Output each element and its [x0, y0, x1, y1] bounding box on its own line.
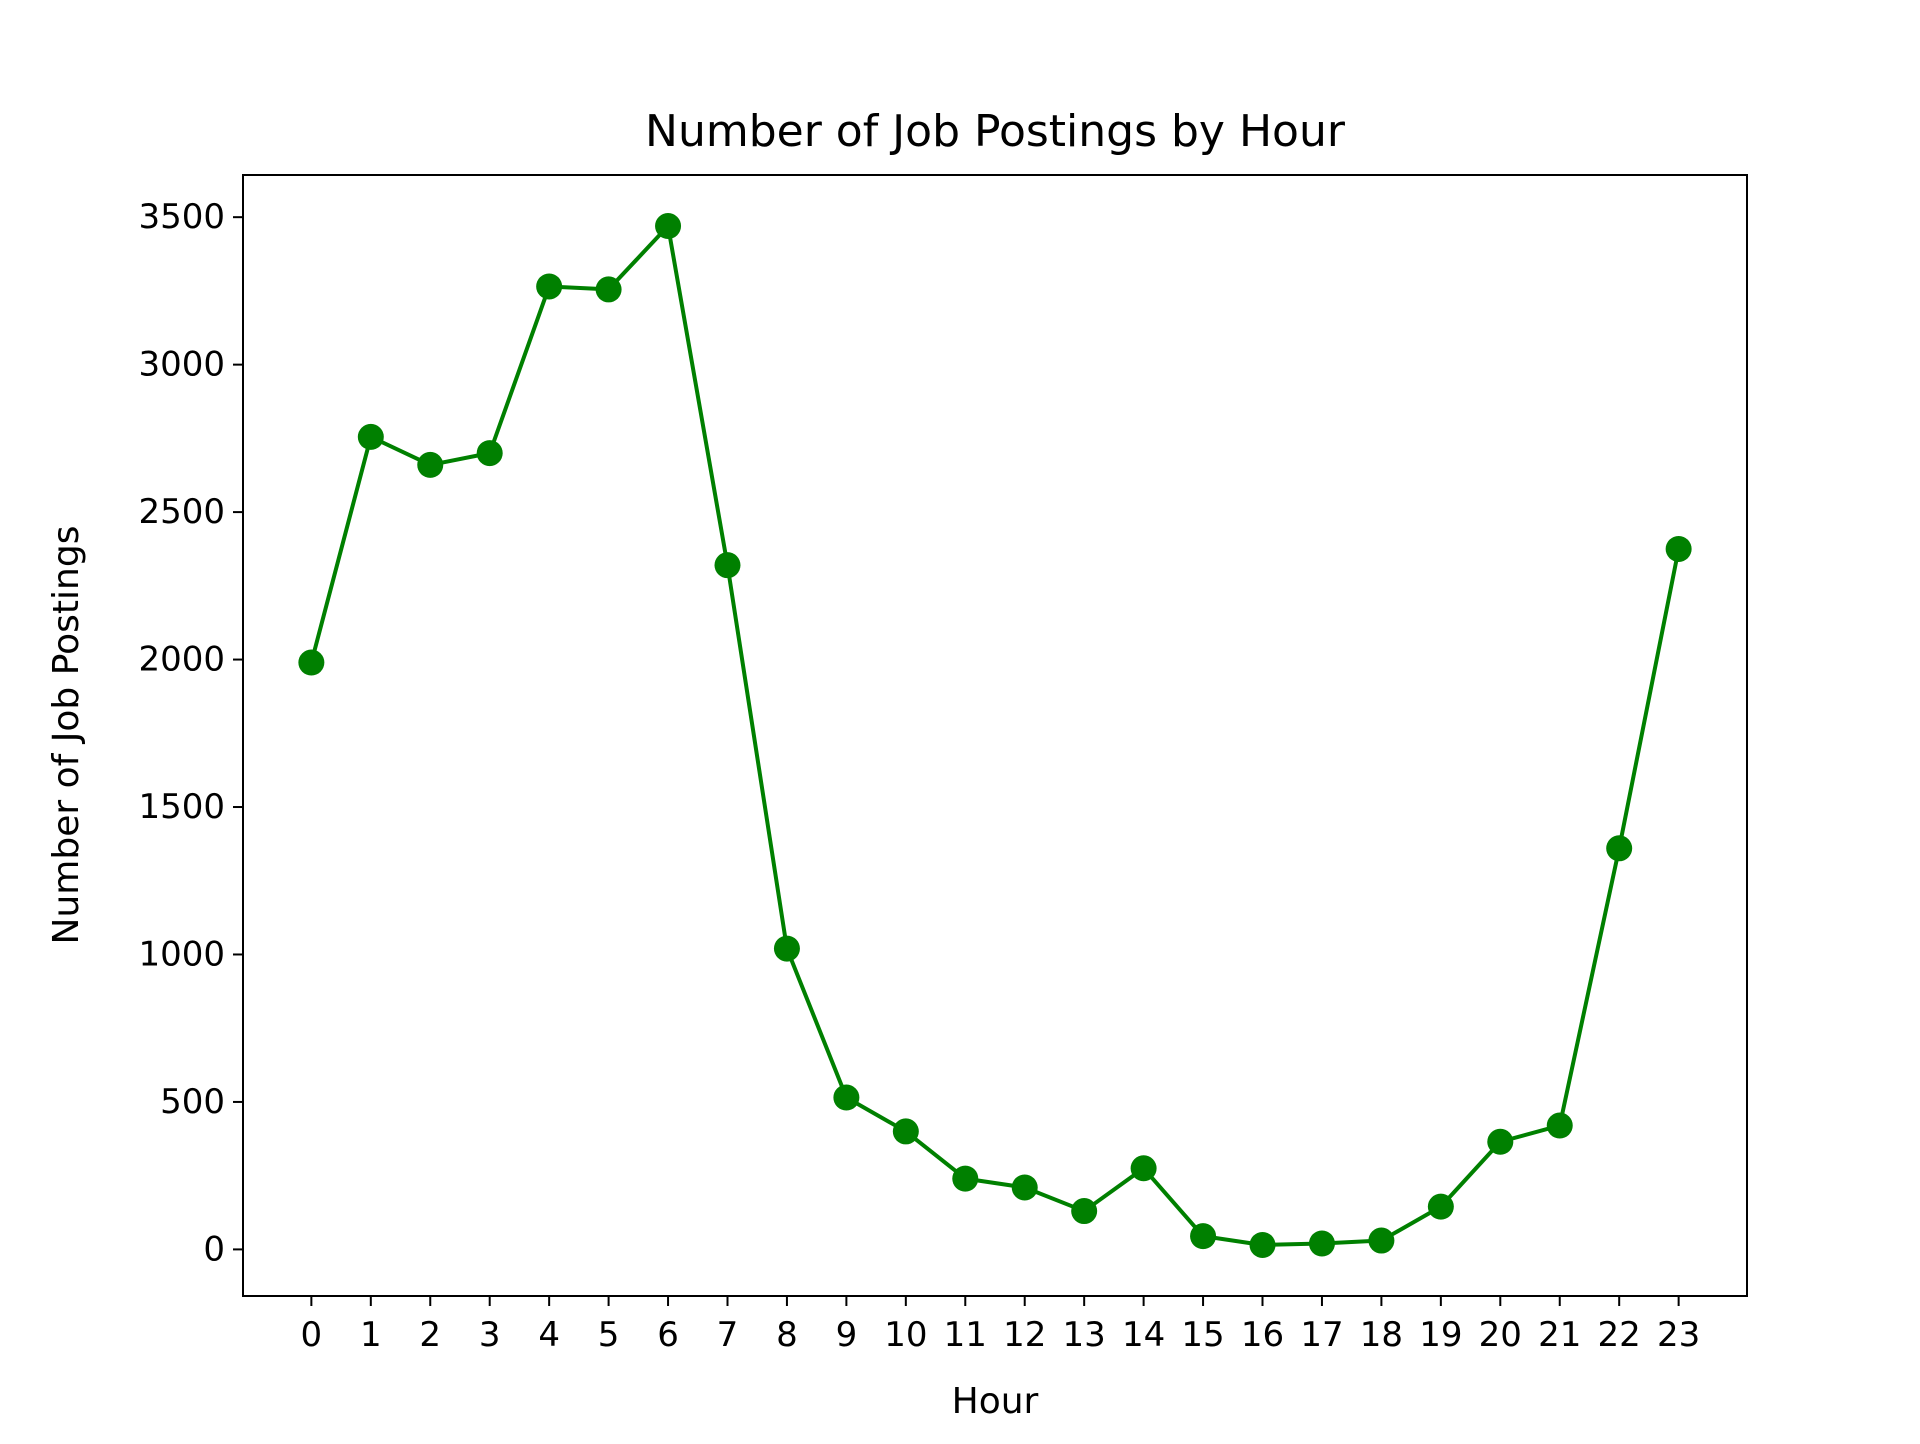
data-point — [1368, 1227, 1395, 1254]
x-tick-label: 9 — [836, 1315, 858, 1355]
x-tick-label: 18 — [1360, 1315, 1403, 1355]
x-tick-label: 15 — [1181, 1315, 1224, 1355]
y-axis-label: Number of Job Postings — [46, 526, 87, 945]
data-point — [952, 1165, 979, 1192]
y-tick-label: 500 — [160, 1082, 225, 1122]
y-tick-label: 2500 — [138, 492, 225, 532]
x-tick-label: 21 — [1538, 1315, 1581, 1355]
x-tick-label: 22 — [1598, 1315, 1641, 1355]
x-tick-label: 19 — [1419, 1315, 1462, 1355]
x-tick-label: 23 — [1657, 1315, 1700, 1355]
data-point — [773, 935, 800, 962]
data-point — [1130, 1155, 1157, 1182]
x-tick-label: 14 — [1122, 1315, 1165, 1355]
data-point — [833, 1084, 860, 1111]
x-tick-label: 8 — [776, 1315, 798, 1355]
data-point — [1427, 1193, 1454, 1220]
x-tick-label: 12 — [1003, 1315, 1046, 1355]
y-tick-label: 1000 — [138, 934, 225, 974]
data-point — [417, 451, 444, 478]
data-point — [1665, 535, 1692, 562]
data-point — [298, 649, 325, 676]
x-tick-label: 2 — [419, 1315, 441, 1355]
data-point — [476, 440, 503, 467]
x-tick-label: 16 — [1241, 1315, 1284, 1355]
data-point — [595, 276, 622, 303]
y-tick-label: 3000 — [138, 345, 225, 385]
x-tick-label: 7 — [717, 1315, 739, 1355]
x-tick-label: 0 — [301, 1315, 323, 1355]
x-tick-label: 11 — [944, 1315, 987, 1355]
data-point — [714, 552, 741, 579]
series-line — [309, 224, 1681, 1247]
data-point — [1071, 1198, 1098, 1225]
data-point — [357, 423, 384, 450]
x-axis-ticks: 0 1 2 3 4 5 6 7 8 9 10 11 12 13 14 15 16 17 18 19 20 21 22 23 — [301, 1296, 1700, 1355]
series-layer — [298, 213, 1692, 1258]
data-point — [1546, 1112, 1573, 1139]
y-tick-label: 1500 — [138, 787, 225, 827]
data-point — [1487, 1128, 1514, 1155]
x-tick-label: 10 — [884, 1315, 927, 1355]
x-axis-label: Hour — [952, 1381, 1039, 1422]
chart-title: Number of Job Postings by Hour — [645, 106, 1346, 157]
x-tick-label: 5 — [598, 1315, 620, 1355]
x-tick-label: 3 — [479, 1315, 501, 1355]
x-tick-label: 17 — [1300, 1315, 1343, 1355]
data-point — [1190, 1223, 1217, 1250]
data-point — [1011, 1174, 1038, 1201]
x-tick-label: 13 — [1063, 1315, 1106, 1355]
x-tick-label: 6 — [657, 1315, 679, 1355]
y-tick-label: 0 — [203, 1229, 225, 1269]
x-tick-label: 1 — [360, 1315, 382, 1355]
data-point — [655, 213, 682, 240]
x-tick-label: 4 — [538, 1315, 560, 1355]
data-point — [1606, 835, 1633, 862]
data-point — [536, 273, 563, 300]
plot-frame — [242, 174, 1748, 1297]
data-point — [1249, 1231, 1276, 1258]
data-point — [892, 1118, 919, 1145]
y-tick-label: 2000 — [138, 640, 225, 680]
x-tick-label: 20 — [1479, 1315, 1522, 1355]
data-point — [1308, 1230, 1335, 1257]
y-tick-label: 3500 — [138, 197, 225, 237]
y-axis-ticks: 0 500 1000 1500 2000 2500 3000 3500 — [138, 197, 243, 1269]
